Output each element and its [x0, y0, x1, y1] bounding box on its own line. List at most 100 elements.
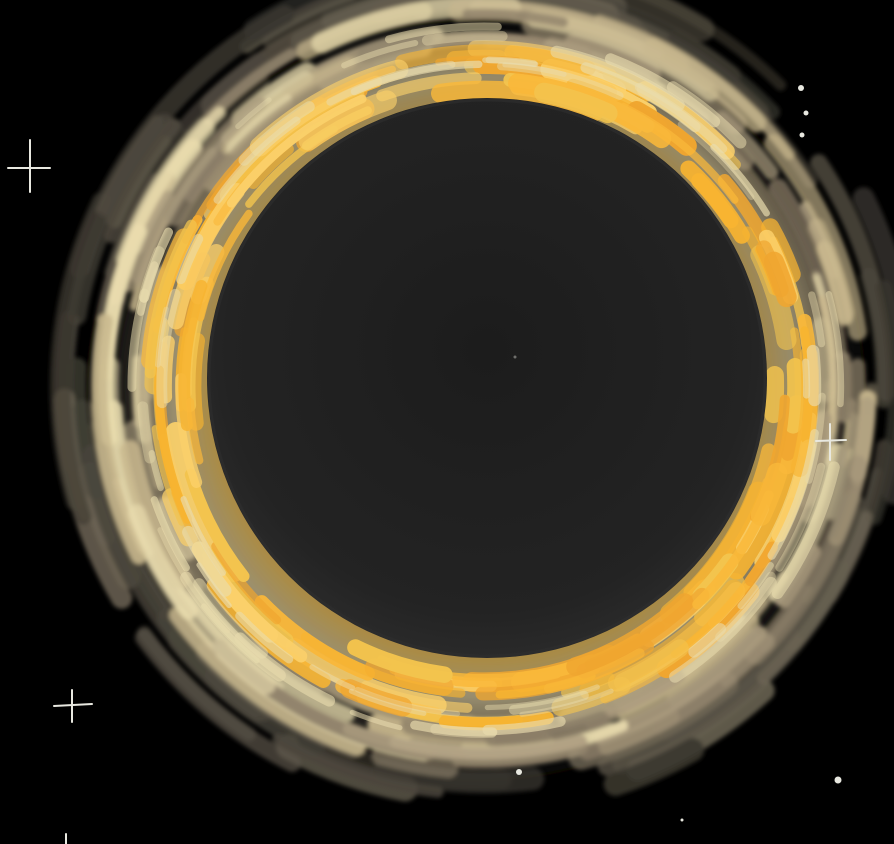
- brush-stroke: [262, 0, 377, 48]
- brush-stroke: [715, 571, 776, 642]
- brush-stroke: [461, 731, 554, 758]
- brush-stroke: [421, 30, 508, 46]
- brush-stroke: [617, 612, 760, 722]
- brush-stroke: [806, 344, 822, 407]
- brush-stroke: [350, 60, 483, 96]
- brush-stroke: [342, 722, 588, 761]
- brush-stroke: [710, 143, 770, 217]
- brush-stroke: [131, 95, 267, 285]
- brush-stroke: [482, 57, 539, 68]
- brush-stroke: [534, 82, 618, 124]
- brush-stroke: [196, 562, 232, 609]
- brush-stroke: [211, 541, 282, 625]
- star-dot-icon: [680, 818, 684, 822]
- brush-stroke: [137, 625, 257, 742]
- brush-stroke: [836, 351, 852, 423]
- brush-stroke: [238, 101, 315, 166]
- brush-stroke: [72, 399, 106, 500]
- brush-stroke: [808, 291, 826, 348]
- brush-stroke: [866, 280, 894, 526]
- brush-stroke: [669, 576, 777, 683]
- brush-stroke: [482, 716, 566, 736]
- brush-stroke: [157, 527, 231, 634]
- brush-stroke: [384, 22, 502, 44]
- brush-stroke: [178, 279, 208, 432]
- brush-stroke: [540, 58, 627, 101]
- brush-stroke: [234, 632, 336, 707]
- brush-stroke: [139, 227, 174, 303]
- brush-stroke: [519, 688, 614, 717]
- sparkle-cross-icon: [815, 423, 847, 461]
- brush-stroke: [119, 439, 192, 590]
- stars: [7, 139, 847, 844]
- brush-stroke: [148, 450, 164, 492]
- brush-stroke: [348, 688, 427, 716]
- star-dot-icon: [513, 355, 517, 359]
- brush-stroke: [761, 218, 801, 284]
- brush-stroke: [737, 562, 774, 610]
- brush-stroke: [186, 397, 204, 465]
- brush-stroke: [764, 366, 785, 424]
- brush-stroke: [438, 711, 554, 731]
- star-dot-icon: [803, 110, 809, 116]
- brush-stroke: [127, 504, 276, 695]
- brush-stroke: [53, 211, 105, 526]
- brush-stroke: [156, 288, 181, 409]
- brush-stroke: [347, 639, 453, 683]
- brush-stroke: [775, 462, 826, 572]
- corona-highlight-strokes: [127, 22, 845, 738]
- brush-stroke: [144, 219, 197, 379]
- brush-stroke: [825, 291, 845, 408]
- brush-stroke: [451, 669, 562, 688]
- brush-stroke: [298, 90, 397, 151]
- brush-stroke: [150, 496, 190, 572]
- brush-stroke: [757, 510, 873, 685]
- brush-stroke: [354, 686, 461, 717]
- brush-stroke: [462, 8, 569, 28]
- brush-stroke: [169, 606, 367, 756]
- brush-stroke: [300, 632, 466, 698]
- brush-stroke: [756, 240, 789, 298]
- brush-stroke: [598, 633, 775, 756]
- star-dots: [513, 85, 842, 822]
- brush-stroke: [497, 62, 624, 100]
- brush-stroke: [816, 240, 854, 326]
- star-dot-icon: [516, 769, 522, 775]
- sparkle-cross-icon: [7, 139, 51, 193]
- brush-stroke: [201, 603, 260, 664]
- star-dot-icon: [834, 776, 842, 784]
- brush-stroke: [309, 664, 356, 691]
- brush-stroke: [668, 29, 781, 120]
- brush-stroke: [775, 543, 821, 608]
- brush-stroke: [137, 401, 156, 464]
- brush-stroke: [852, 187, 894, 505]
- brush-stroke: [151, 425, 186, 526]
- brush-stroke: [763, 133, 867, 341]
- brush-stroke: [364, 658, 454, 696]
- brush-stroke: [609, 0, 715, 42]
- brush-stroke: [543, 648, 645, 694]
- brush-stroke: [341, 39, 419, 69]
- brush-stroke: [692, 490, 774, 610]
- brush-stroke: [193, 578, 268, 659]
- brush-stroke: [179, 52, 270, 135]
- brush-stroke: [371, 746, 459, 779]
- brush-stroke: [771, 461, 840, 600]
- brush-stroke: [846, 358, 866, 451]
- brush-stroke: [680, 160, 750, 244]
- brush-stroke: [235, 97, 272, 130]
- brush-stroke: [802, 358, 811, 399]
- brush-stroke: [810, 154, 894, 403]
- brush-stroke: [349, 709, 403, 731]
- brush-stroke: [828, 396, 875, 546]
- moon-disc: [207, 98, 767, 658]
- brush-stroke: [613, 639, 689, 692]
- brush-stroke: [226, 94, 367, 208]
- sparkle-cross-icon: [53, 689, 93, 723]
- brush-stroke: [677, 121, 755, 201]
- brush-stroke: [603, 738, 705, 796]
- brush-stroke: [767, 428, 819, 560]
- brush-stroke: [219, 86, 365, 206]
- brush-stroke: [784, 358, 804, 434]
- star-dot-icon: [799, 132, 805, 138]
